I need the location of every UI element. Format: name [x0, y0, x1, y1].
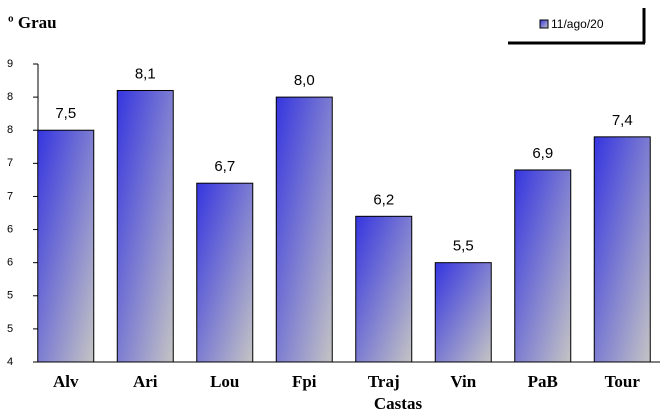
bar: [196, 182, 254, 363]
y-tick-label: 6: [7, 257, 13, 269]
data-label: 7,4: [612, 112, 633, 129]
y-tick-label: 6: [7, 223, 13, 235]
y-tick-label: 5: [7, 323, 13, 335]
y-tick-label: 7: [7, 157, 13, 169]
y-tick-label: 4: [7, 356, 13, 368]
y-tick-label: 8: [7, 91, 13, 103]
x-tick-label: Ari: [133, 372, 158, 391]
data-label: 6,9: [532, 145, 553, 162]
y-tick-label: 7: [7, 190, 13, 202]
y-tick-label: 8: [7, 124, 13, 136]
legend-box: [508, 8, 642, 42]
data-label: 8,1: [135, 65, 156, 82]
bar: [355, 215, 413, 363]
legend: [508, 8, 646, 45]
data-label: 7,5: [55, 105, 76, 122]
data-label: 5,5: [453, 238, 474, 255]
x-tick-label: Lou: [210, 372, 239, 391]
y-tick-label: 5: [7, 290, 13, 302]
bar: [275, 96, 333, 363]
chart-title: º Grau: [8, 13, 57, 32]
bar: [116, 89, 174, 363]
x-tick-label: Fpi: [292, 372, 317, 391]
x-axis-label: Castas: [374, 394, 423, 413]
x-tick-label: Tour: [605, 372, 641, 391]
x-tick-label: Traj: [368, 372, 400, 391]
y-tick-label: 9: [7, 58, 13, 70]
bar: [37, 129, 95, 363]
x-tick-label: Alv: [53, 372, 79, 391]
data-label: 8,0: [294, 72, 315, 89]
x-tick-label: Vin: [450, 372, 476, 391]
legend-label: 11/ago/20: [551, 17, 604, 31]
legend-swatch: [539, 19, 549, 29]
bar: [514, 169, 572, 363]
bar: [434, 262, 492, 363]
bar: [593, 136, 651, 363]
data-label: 6,2: [373, 191, 394, 208]
data-label: 6,7: [214, 158, 235, 175]
x-tick-label: PaB: [528, 372, 558, 391]
